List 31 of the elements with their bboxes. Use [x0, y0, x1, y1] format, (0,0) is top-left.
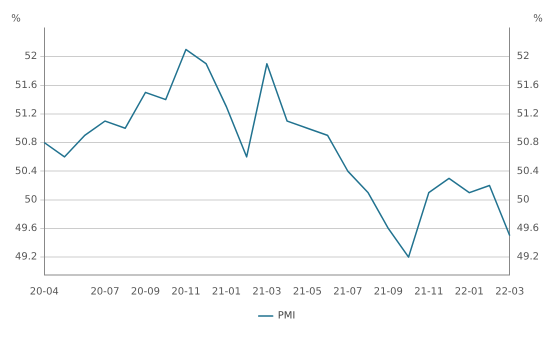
y-tick-label: 50 [24, 194, 38, 206]
x-tick-label: 21-05 [292, 286, 322, 298]
legend-label: PMI [278, 310, 296, 322]
y-tick-label: 50.8 [15, 137, 38, 148]
x-tick-label: 20-07 [90, 286, 120, 298]
x-tick-label: 20-04 [30, 286, 59, 298]
y-axis-title: % [11, 14, 21, 25]
y2-tick-label: 50 [516, 194, 530, 206]
x-tick-label: 20-09 [130, 286, 160, 298]
y2-tick-label: 50.4 [516, 166, 539, 177]
y2-tick-label: 49.6 [516, 223, 539, 234]
y2-tick-label: 51.6 [516, 80, 539, 91]
y-tick-label: 51.6 [15, 80, 38, 91]
x-tick-label: 21-07 [333, 286, 362, 298]
x-tick-label: 20-11 [171, 286, 200, 298]
y-tick-label: 49.6 [15, 223, 38, 234]
x-tick-label: 22-03 [495, 286, 524, 298]
x-tick-label: 21-11 [414, 286, 444, 298]
x-tick-label: 22-01 [454, 286, 484, 298]
y2-tick-label: 51.2 [516, 108, 539, 120]
y2-tick-label: 52 [516, 51, 530, 62]
y2-axis-title: % [533, 14, 543, 25]
x-tick-label: 21-01 [212, 286, 241, 298]
y-tick-label: 51.2 [15, 108, 38, 120]
x-tick-label: 21-03 [252, 286, 282, 298]
y-tick-label: 49.2 [15, 252, 38, 263]
y-tick-label: 52 [24, 51, 38, 62]
y2-tick-label: 50.8 [516, 137, 539, 148]
x-tick-label: 21-09 [374, 286, 403, 298]
y-tick-label: 50.4 [15, 166, 38, 177]
y2-tick-label: 49.2 [516, 252, 539, 263]
